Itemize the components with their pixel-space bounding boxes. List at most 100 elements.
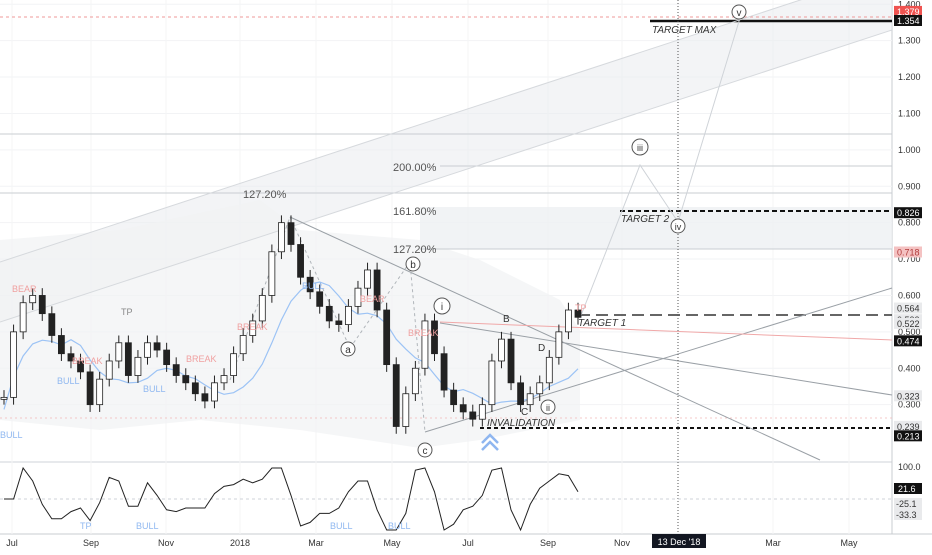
y-tick-1: 1.300 (898, 36, 921, 46)
trendlines (0, 0, 893, 534)
candle-body-60 (574, 309, 582, 318)
crosshair-date-tag: 13 Dec '18 (652, 534, 706, 548)
svg-text:0.522: 0.522 (897, 319, 920, 329)
x-tick-4: Mar (308, 538, 324, 548)
y-tick-6: 0.800 (898, 218, 921, 228)
price-tag-1: 1.354 (894, 15, 922, 26)
price-axis[interactable]: 1.400 1.300 1.200 1.100 1.000 0.900 0.800 0.700… (898, 0, 921, 410)
candle-body-25 (239, 335, 247, 355)
candle-body-11 (105, 360, 113, 380)
svg-text:1.379: 1.379 (897, 7, 920, 17)
candle-body-52 (498, 338, 505, 362)
price-tag-0: 1.379 (894, 5, 922, 17)
candle-body-53 (507, 338, 515, 384)
wave-labels: v iii iv i ii b a c B C D (340, 4, 747, 458)
y-tick-3: 1.100 (898, 108, 921, 118)
price-tags: 1.3791.3540.8260.7180.5640.5320.5220.474… (894, 5, 922, 442)
signal-tp-1: TP (121, 307, 133, 317)
candle-body-42 (402, 393, 410, 427)
signal-bull-3: BULL (302, 281, 325, 291)
candle-body-5 (48, 313, 56, 336)
channel-top-line (0, 0, 802, 263)
y-tick-4: 1.000 (898, 145, 921, 155)
candle-body-43 (411, 367, 419, 395)
y-tick-11: 0.300 (898, 400, 921, 410)
signal-break-3: BREAK (237, 322, 268, 332)
wave-label-iii: iii (631, 138, 649, 156)
wave-b-line (439, 322, 893, 396)
candle-body-28 (268, 251, 276, 296)
candle-body-9 (86, 371, 94, 406)
price-tag-4: 0.564 (894, 302, 922, 314)
oscillator-axis: 100.0 21.6 -25.1 -33.3 (894, 462, 922, 520)
candle-body-8 (77, 360, 84, 373)
x-tick-1: Sep (83, 538, 99, 548)
oscillator-pane-background (0, 462, 892, 534)
wave-label-v: v (731, 4, 747, 20)
candle-body-35 (335, 320, 343, 325)
x-tick-0: Jul (6, 538, 18, 548)
candle-body-38 (364, 269, 371, 289)
x-tick-9: Mar (765, 538, 781, 548)
price-series (0, 215, 582, 434)
price-tag-6: 0.522 (894, 317, 922, 329)
osc-axis-100: 100.0 (898, 462, 921, 472)
price-tag-2: 0.826 (894, 207, 922, 219)
signal-bull-2: BULL (143, 384, 166, 394)
svg-text:0.826: 0.826 (897, 208, 920, 218)
candle-body-16 (153, 342, 161, 351)
svg-text:0.213: 0.213 (897, 431, 920, 441)
signal-bull-1: BULL (57, 376, 80, 386)
svg-text:iii: iii (637, 143, 643, 153)
osc-tag-33: -33.3 (894, 509, 922, 520)
wave-label-ii: ii (540, 399, 556, 415)
candle-body-6 (58, 335, 65, 355)
fib-label-127a: 127.20% (243, 189, 287, 201)
candle-body-13 (124, 342, 132, 376)
candle-body-54 (517, 382, 524, 406)
candle-body-21 (201, 393, 209, 402)
svg-text:i: i (441, 302, 443, 313)
candle-body-56 (536, 382, 544, 395)
candle-body-36 (344, 305, 352, 325)
candle-body-48 (459, 404, 467, 413)
candle-body-58 (555, 331, 563, 358)
osc-signal-bull-1: BULL (136, 521, 159, 531)
candle-body-32 (306, 276, 314, 293)
candle-body-2 (19, 302, 27, 333)
candle-body-10 (96, 378, 104, 406)
y-tick-2: 1.200 (898, 72, 921, 82)
svg-text:ii: ii (546, 403, 550, 413)
price-tag-9: 0.239 (894, 420, 922, 432)
svg-text:0.323: 0.323 (897, 391, 920, 401)
sub-label-b: B (503, 314, 510, 325)
candle-body-34 (325, 305, 333, 322)
price-tag-3: 0.718 (894, 246, 922, 258)
osc-signal-tp: TP (80, 521, 92, 531)
candle-body-50 (478, 404, 486, 420)
svg-text:v: v (737, 8, 742, 19)
candle-body-18 (172, 364, 180, 376)
svg-text:b: b (410, 260, 416, 271)
candle-body-15 (144, 342, 151, 358)
wave-label-iv: iv (670, 218, 686, 234)
svg-text:c: c (423, 446, 428, 457)
candle-body-57 (545, 356, 553, 384)
candle-body-55 (526, 393, 534, 406)
candle-body-39 (373, 269, 381, 311)
svg-text:-33.3: -33.3 (896, 510, 917, 520)
x-tick-2: Nov (158, 538, 175, 548)
osc-signal-bull-3: BULL (388, 521, 411, 531)
candle-body-0 (0, 396, 8, 400)
y-tick-7: 0.700 (898, 254, 921, 264)
candle-body-29 (278, 222, 285, 253)
time-axis[interactable]: Jul Sep Nov 2018 Mar May Jul Sep Nov Mar May (6, 538, 858, 548)
x-tick-3: 2018 (230, 538, 250, 548)
wave-label-b: b (405, 256, 421, 272)
candle-body-24 (230, 353, 238, 376)
annotation-target-max: TARGET MAX (652, 25, 717, 36)
candle-body-44 (421, 320, 429, 369)
candle-body-20 (191, 382, 199, 395)
x-tick-5: May (383, 538, 401, 548)
candle-body-19 (182, 375, 190, 384)
